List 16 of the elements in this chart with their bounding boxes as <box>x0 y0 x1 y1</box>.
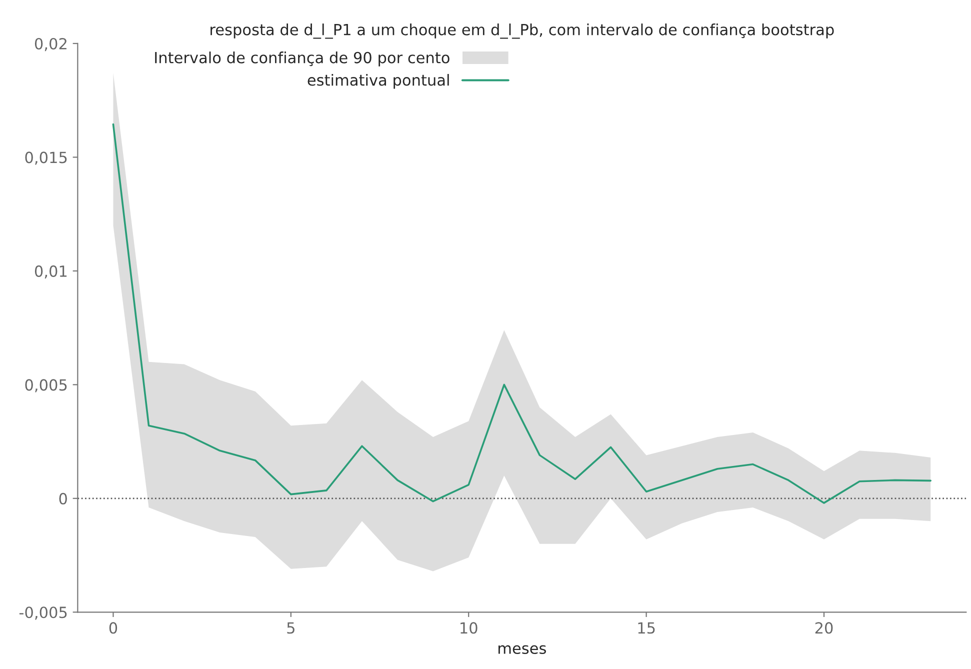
x-tick-label: 15 <box>638 622 655 634</box>
x-axis-title: meses <box>498 645 546 654</box>
x-tick-label: 0 <box>109 622 118 634</box>
y-tick-label: 0,015 <box>25 152 67 165</box>
y-tick-label: -0,005 <box>19 606 67 620</box>
y-tick-label: 0,005 <box>25 379 67 392</box>
chart-title: resposta de d_l_P1 a um choque em d_l_Pb, com intervalo de confiança bootstrap <box>210 24 834 39</box>
y-tick-label: 0,01 <box>34 265 67 279</box>
line-series <box>112 123 932 504</box>
y-tick-label: 0,02 <box>34 38 66 52</box>
x-tick-label: 10 <box>460 622 478 634</box>
legend-label: estimativa pontual <box>308 74 449 89</box>
x-tick-label: 20 <box>815 622 833 634</box>
x-tick-label: 5 <box>287 622 294 634</box>
y-tick-label: 0 <box>59 492 67 504</box>
annotation: Intervalo de confiança de 90 por cento <box>155 52 450 66</box>
